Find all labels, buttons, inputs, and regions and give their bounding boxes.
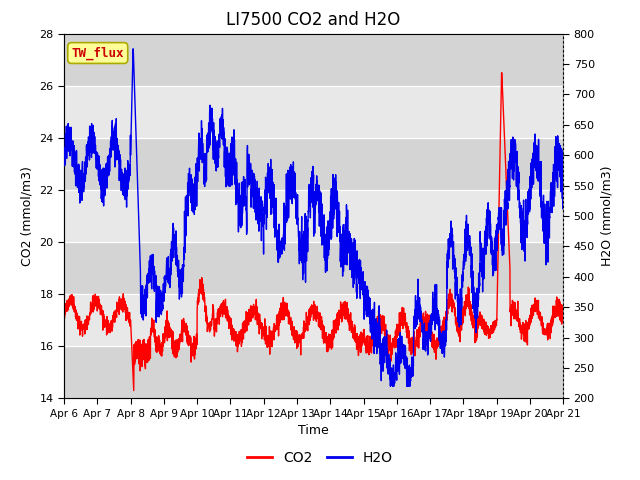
H2O: [147, 271, 155, 277]
Y-axis label: CO2 (mmol/m3): CO2 (mmol/m3): [20, 166, 34, 266]
Bar: [64, 242, 563, 294]
CO2: [559, 310, 567, 315]
CO2: [496, 164, 504, 169]
CO2: [252, 308, 259, 314]
Bar: [64, 346, 563, 398]
Bar: [64, 294, 563, 346]
H2O: [273, 235, 281, 240]
Y-axis label: H2O (mmol/m3): H2O (mmol/m3): [600, 166, 613, 266]
Text: TW_flux: TW_flux: [72, 47, 124, 60]
H2O: [60, 156, 68, 162]
H2O: [129, 46, 137, 52]
H2O: [252, 189, 259, 195]
CO2: [130, 388, 138, 394]
H2O: [559, 185, 567, 191]
Bar: [64, 138, 563, 190]
Bar: [64, 190, 563, 242]
CO2: [60, 310, 68, 316]
Line: CO2: CO2: [64, 72, 563, 391]
CO2: [498, 70, 506, 75]
H2O: [387, 384, 394, 389]
Bar: [64, 86, 563, 138]
Legend: CO2, H2O: CO2, H2O: [242, 445, 398, 471]
X-axis label: Time: Time: [298, 424, 329, 437]
H2O: [550, 204, 557, 209]
CO2: [550, 310, 557, 315]
CO2: [273, 319, 281, 325]
CO2: [117, 303, 125, 309]
Bar: [64, 34, 563, 86]
CO2: [147, 326, 155, 332]
Line: H2O: H2O: [64, 49, 563, 386]
Title: LI7500 CO2 and H2O: LI7500 CO2 and H2O: [227, 11, 401, 29]
H2O: [496, 227, 504, 232]
H2O: [117, 178, 125, 184]
